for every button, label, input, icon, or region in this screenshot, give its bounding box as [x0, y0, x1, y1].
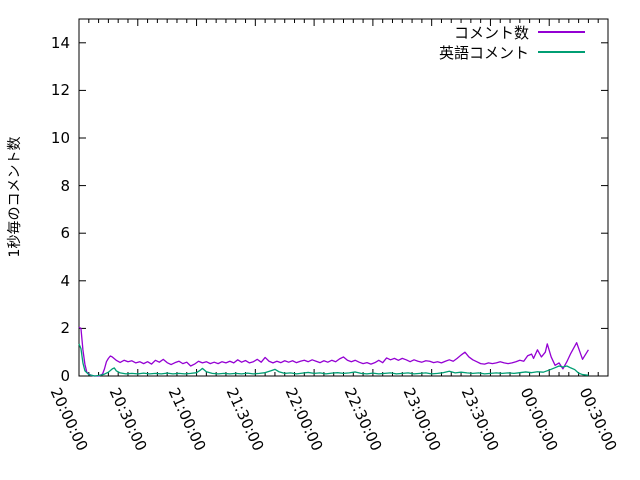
plot-border: [78, 18, 609, 377]
y-tick-label: 14: [50, 33, 70, 52]
legend-label: コメント数: [453, 23, 529, 42]
legend-line-sample: [538, 51, 585, 53]
y-tick-label: 0: [60, 367, 70, 385]
y-axis-title: 1秒毎のコメント数: [7, 136, 23, 258]
series-line-0: [78, 326, 589, 377]
y-tick-label: 2: [60, 319, 70, 338]
legend-entry: コメント数: [300, 22, 586, 42]
legend: コメント数 英語コメント: [300, 22, 586, 62]
y-tick-label: 6: [60, 224, 70, 243]
y-tick-label: 4: [60, 271, 70, 290]
y-tick-label: 12: [50, 81, 70, 100]
series-line-1: [78, 343, 589, 377]
y-tick-label: 10: [50, 129, 70, 147]
legend-line-sample: [538, 31, 585, 33]
legend-entry: 英語コメント: [300, 42, 586, 62]
y-tick-label: 8: [60, 176, 70, 195]
legend-label: 英語コメント: [438, 43, 529, 62]
